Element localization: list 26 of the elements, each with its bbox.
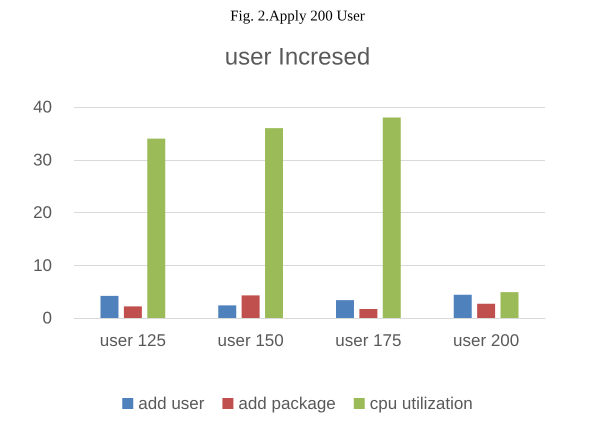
bar: [265, 128, 284, 318]
bar: [100, 296, 118, 318]
legend-label: add user: [138, 394, 205, 413]
bar: [382, 118, 401, 318]
bar: [124, 306, 142, 318]
x-tick-label: user 200: [453, 331, 520, 350]
bar: [336, 300, 354, 318]
bar: [359, 309, 378, 318]
bar: [500, 292, 519, 318]
legend-label: cpu utilization: [370, 394, 473, 413]
legend-label: add package: [238, 394, 336, 413]
chart-title: user Incresed: [224, 44, 370, 70]
x-tick-label: user 150: [218, 331, 284, 350]
y-tick-label: 0: [42, 308, 52, 328]
x-tick-label: user 175: [335, 331, 402, 350]
y-tick-label: 30: [33, 150, 52, 170]
bar: [477, 304, 496, 318]
caption: Fig. 2.Apply 200 User: [230, 8, 365, 24]
bar: [454, 294, 472, 318]
y-tick-label: 40: [33, 98, 52, 116]
bar: [242, 295, 260, 318]
bar: [147, 138, 166, 318]
y-tick-label: 20: [33, 203, 52, 222]
bar: [218, 305, 236, 318]
y-tick-label: 10: [33, 256, 52, 275]
x-tick-label: user 125: [100, 331, 166, 350]
